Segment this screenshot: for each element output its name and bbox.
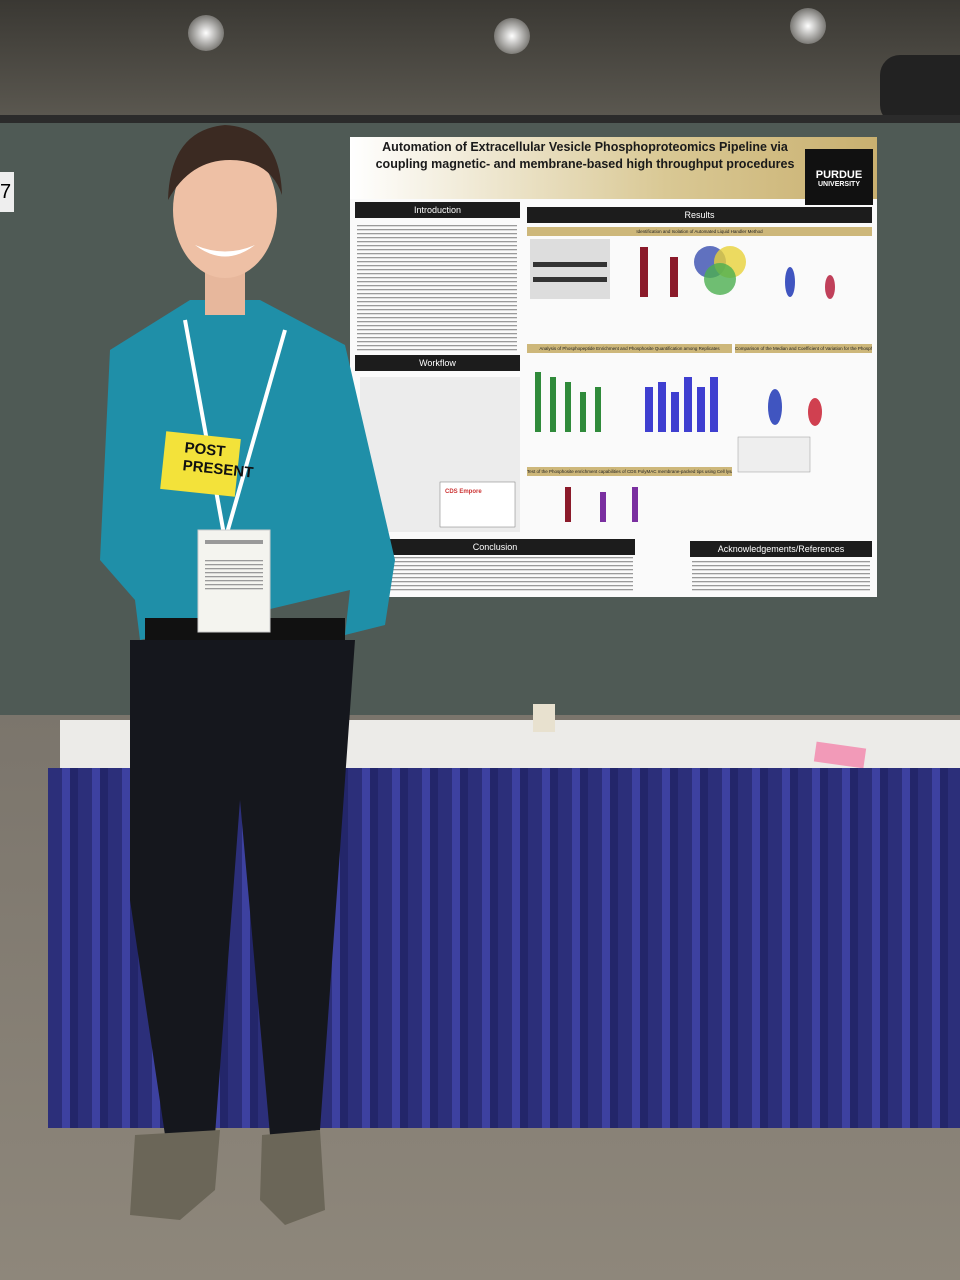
cup: [533, 704, 555, 732]
section-header: Acknowledgements/References: [690, 541, 872, 557]
poster-figures: CDS Empore: [357, 223, 870, 593]
blot-band: [533, 277, 607, 282]
light: [494, 18, 530, 54]
section-header: Results: [527, 207, 872, 223]
bar: [645, 387, 653, 432]
section-header: Introduction: [355, 202, 520, 218]
bar: [565, 382, 571, 432]
bar: [550, 377, 556, 432]
violin: [825, 275, 835, 299]
subheader: Test of the Phosphosite enrichment capab…: [527, 467, 732, 476]
blue-bars: [645, 377, 718, 432]
venn: [704, 263, 736, 295]
bar: [670, 257, 678, 297]
poster: Automation of Extracellular Vesicle Phos…: [350, 137, 877, 597]
western-blot: [530, 239, 610, 299]
ribbon: POST PRESENT: [160, 431, 254, 497]
violin: [808, 398, 822, 426]
subheader: Analysis of Phosphopeptide Enrichment an…: [527, 344, 732, 353]
workflow-box: [439, 481, 516, 528]
badge-text: [205, 540, 263, 544]
speaker: [880, 55, 960, 125]
bar: [671, 392, 679, 432]
subheader: Comparison of the Median and Coefficient…: [735, 344, 872, 353]
logo-line: UNIVERSITY: [817, 181, 860, 188]
bar: [600, 492, 606, 522]
poster-title: Automation of Extracellular Vesicle Phos…: [370, 139, 800, 173]
shirt: [100, 300, 395, 640]
section-header: Workflow: [355, 355, 520, 371]
light: [188, 15, 224, 51]
light: [790, 8, 826, 44]
title-line: coupling magnetic- and membrane-based hi…: [375, 157, 795, 171]
text-block: [357, 223, 517, 351]
table: [737, 436, 811, 473]
booth-sign: 7: [0, 172, 14, 212]
bar: [710, 377, 718, 432]
shoe: [130, 1130, 220, 1220]
bar: [632, 487, 638, 522]
intro-text: [357, 223, 870, 593]
bar: [684, 377, 692, 432]
section-header: Conclusion: [355, 539, 635, 555]
hair: [168, 125, 282, 200]
bar: [595, 387, 601, 432]
violin: [785, 267, 795, 297]
stacked-bars: [535, 372, 601, 432]
bar: [580, 392, 586, 432]
violin: [768, 389, 782, 425]
face: [173, 142, 277, 278]
text-block: [357, 557, 633, 593]
bar: [565, 487, 571, 522]
bar: [697, 387, 705, 432]
smile: [195, 245, 255, 257]
blot-band: [533, 262, 607, 267]
title-line: Automation of Extracellular Vesicle Phos…: [382, 140, 788, 154]
badge-text: [205, 560, 263, 590]
subheader: Identification and Isolation of Automate…: [527, 227, 872, 236]
workflow-label: CDS Empore: [445, 489, 482, 495]
bar: [535, 372, 541, 432]
poster-header: [350, 137, 877, 199]
logo: PURDUE UNIVERSITY: [805, 149, 873, 205]
trousers: [130, 640, 355, 1135]
text-block: [692, 561, 870, 593]
shoe: [260, 1130, 325, 1225]
logo-line: PURDUE: [815, 169, 863, 181]
bar: [658, 382, 666, 432]
bar: [640, 247, 648, 297]
